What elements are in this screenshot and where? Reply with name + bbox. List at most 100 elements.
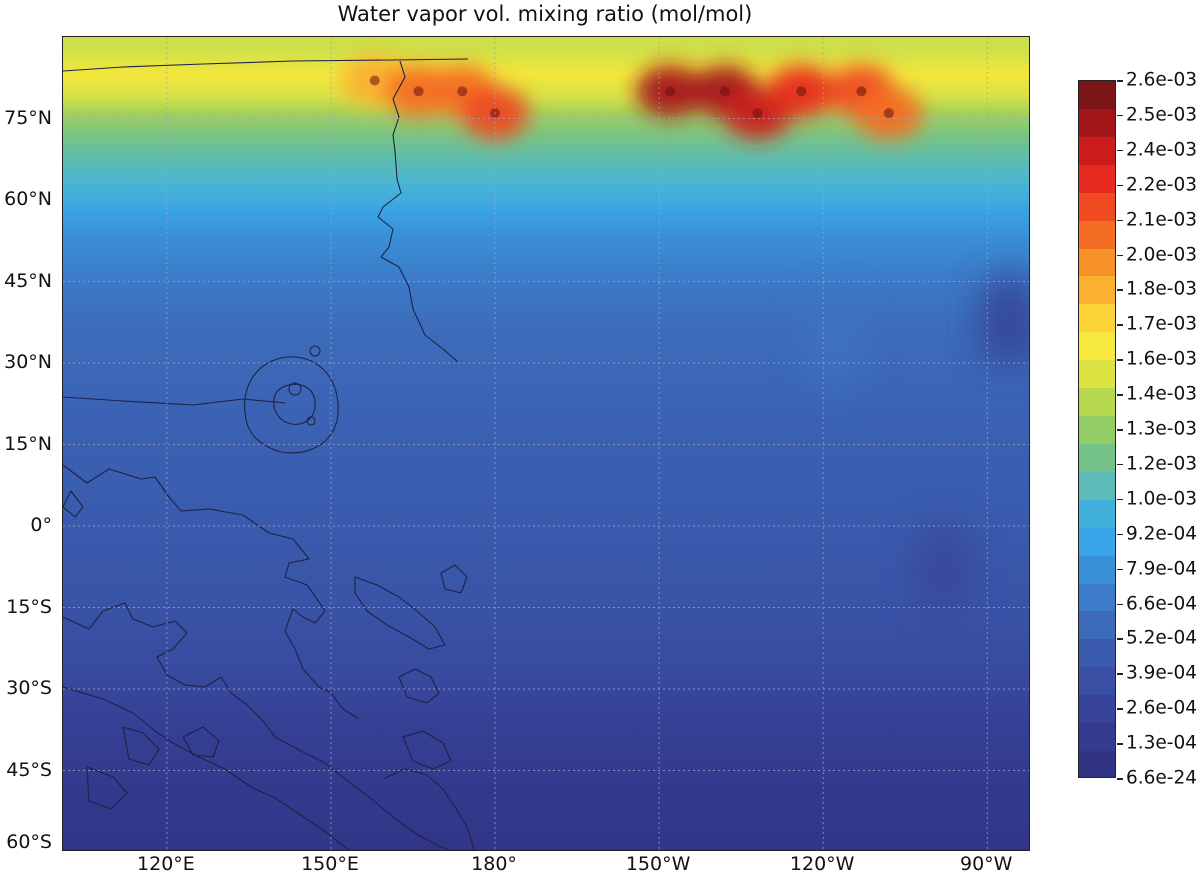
colorbar-segment: [1079, 639, 1115, 669]
colorbar-tick: [1117, 324, 1123, 326]
low-patch-1: [911, 521, 976, 618]
field-background: [63, 37, 1029, 850]
hotspot-core-9: [883, 108, 894, 119]
coastline-asia-north: [63, 396, 286, 406]
colorbar-segment: [1079, 304, 1115, 334]
coastline-asia-south: [63, 464, 360, 720]
colorbar-segment: [1079, 555, 1115, 585]
colorbar-segment: [1079, 695, 1115, 725]
colorbar-segment: [1079, 220, 1115, 250]
coastline-west-lines: [63, 490, 220, 810]
colorbar-tick: [1117, 778, 1123, 780]
lon-tick-label: 150°W: [625, 853, 691, 875]
hotspot-core-2: [457, 86, 468, 97]
colorbar-segment: [1079, 527, 1115, 557]
lat-tick-label: 30°S: [6, 677, 52, 699]
colorbar-segment: [1079, 332, 1115, 362]
island-contour-outer: [244, 356, 339, 454]
low-patch-0: [977, 271, 1029, 368]
lat-tick-label: 45°S: [6, 758, 52, 781]
colorbar-segment: [1079, 192, 1115, 222]
lat-tick-label: 45°N: [4, 269, 52, 292]
colorbar-tick: [1117, 184, 1123, 187]
colorbar-tick: [1117, 568, 1123, 571]
colorbar-tick-label: 2.0e-03: [1126, 244, 1198, 265]
colorbar-tick-label: 3.9e-04: [1126, 662, 1198, 684]
colorbar-segment: [1079, 276, 1115, 306]
colorbar-tick: [1117, 743, 1123, 745]
colorbar-segment: [1079, 136, 1115, 166]
lat-tick-label: 15°N: [4, 432, 52, 455]
hotspot-core-0: [369, 75, 380, 86]
colorbar-tick-label: 1.0e-03: [1126, 488, 1198, 510]
island-contour-inner: [273, 383, 316, 425]
colorbar-tick-label: 1.2e-03: [1126, 453, 1198, 475]
lat-tick-label: 75°N: [4, 106, 52, 129]
lon-tick-label: 120°W: [789, 853, 855, 875]
lat-tick-label: 60°S: [6, 831, 52, 853]
hotspot-core-1: [413, 86, 424, 97]
hotspot-core-4: [665, 86, 676, 97]
colorbar-tick: [1117, 394, 1123, 396]
map-title: Water vapor vol. mixing ratio (mol/mol): [337, 2, 753, 26]
colorbar-segment: [1079, 583, 1115, 613]
lon-tick-label: 90°W: [960, 853, 1013, 875]
lon-tick-label: 150°E: [301, 853, 359, 875]
coastline-arctic: [63, 58, 469, 72]
colorbar-segment: [1079, 416, 1115, 445]
colorbar-tick-label: 5.2e-04: [1126, 627, 1198, 649]
island-dot-3: [306, 416, 316, 426]
lat-tick-label: 30°N: [4, 351, 52, 373]
colorbar-tick: [1117, 219, 1123, 222]
colorbar-tick: [1117, 80, 1123, 82]
coastline-maritime: [63, 602, 450, 850]
lat-tick-label: 0°: [30, 514, 52, 536]
coastline-islands-east: [398, 564, 468, 770]
colorbar-tick-label: 2.2e-03: [1126, 174, 1198, 196]
colorbar-tick-label: 2.5e-03: [1126, 104, 1198, 126]
colorbar-segment: [1079, 360, 1115, 390]
colorbar-tick-label: 6.6e-24: [1126, 767, 1198, 789]
colorbar-tick: [1117, 429, 1123, 431]
colorbar-segment: [1079, 81, 1115, 110]
colorbar-tick: [1117, 463, 1123, 466]
colorbar-tick-label: 2.1e-03: [1126, 209, 1198, 231]
island-dot-2: [309, 345, 321, 357]
colorbar-tick-label: 9.2e-04: [1126, 523, 1198, 545]
low-patch-2: [802, 293, 867, 390]
colorbar-tick: [1117, 289, 1123, 291]
colorbar-segment: [1079, 164, 1115, 194]
colorbar-tick: [1117, 149, 1123, 152]
coastline-australia: [63, 686, 350, 850]
colorbar-tick-label: 7.9e-04: [1126, 558, 1198, 580]
colorbar-tick-label: 2.6e-03: [1126, 69, 1198, 91]
lat-tick-label: 60°N: [4, 188, 52, 210]
colorbar-tick: [1117, 638, 1123, 640]
colorbar: [1078, 80, 1116, 778]
colorbar-tick: [1117, 673, 1123, 675]
colorbar-tick: [1117, 603, 1123, 605]
colorbar-tick-label: 1.8e-03: [1126, 278, 1198, 300]
coastline-new-guinea: [354, 576, 446, 650]
colorbar-tick-label: 1.3e-03: [1126, 418, 1198, 440]
colorbar-segment: [1079, 471, 1115, 501]
colorbar-segment: [1079, 499, 1115, 529]
colorbar-tick-label: 1.4e-03: [1126, 383, 1198, 405]
lon-tick-label: 120°E: [137, 853, 195, 875]
colorbar-segment: [1079, 248, 1115, 278]
coastline-nz: [382, 768, 475, 850]
colorbar-segment: [1079, 723, 1115, 753]
colorbar-segment: [1079, 611, 1115, 641]
lat-tick-label: 15°S: [6, 595, 52, 618]
colorbar-tick-label: 2.4e-03: [1126, 139, 1198, 161]
map-plot-area: [62, 36, 1030, 851]
colorbar-tick: [1117, 708, 1123, 710]
hotspot-core-6: [752, 108, 763, 119]
colorbar-tick: [1117, 114, 1123, 117]
colorbar-tick-label: 6.6e-04: [1126, 593, 1198, 614]
colorbar-segment: [1079, 108, 1115, 138]
map-canvas: [63, 37, 1029, 850]
colorbar-tick: [1117, 359, 1123, 361]
hotspot-core-5: [719, 86, 730, 97]
colorbar-tick-label: 2.6e-04: [1126, 697, 1198, 719]
